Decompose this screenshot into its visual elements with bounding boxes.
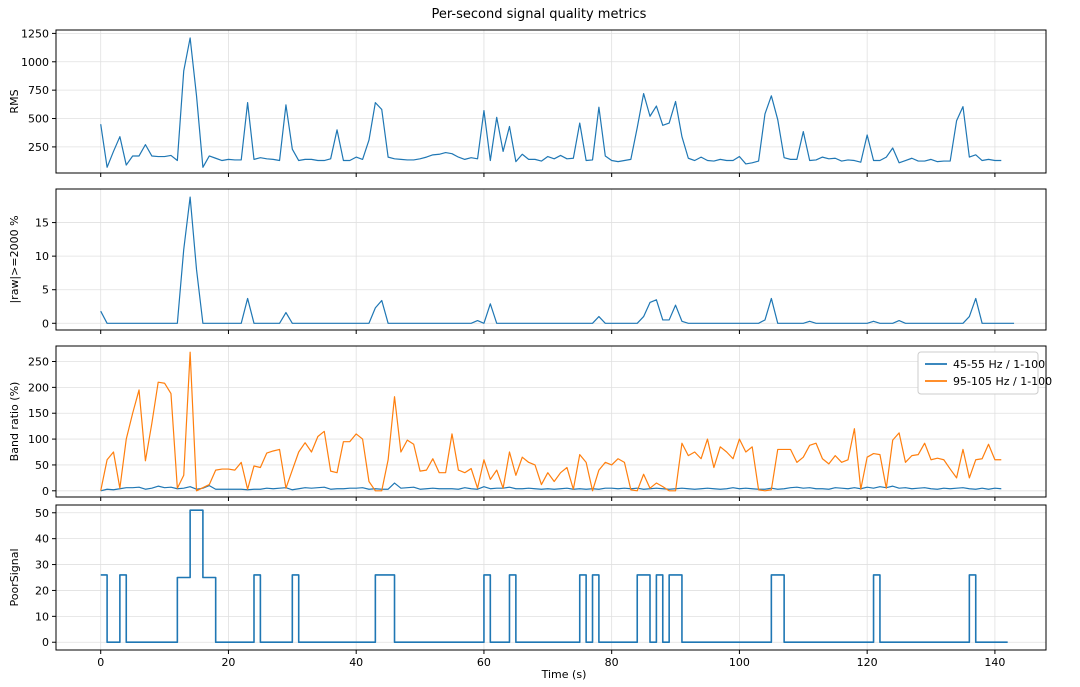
x-tick-label: 140 [984,656,1005,669]
y-tick-label: 30 [35,559,49,572]
panel-band-ratio: 0 50 100 150 200 250 Band ratio (%) 45-55 Hz / … [8,345,1052,501]
y-tick-label: 20 [35,584,49,597]
y-tick-label: 200 [28,381,49,394]
y-tick-label: 5 [42,284,49,297]
x-tick-label: 60 [477,656,491,669]
series-line-band-ratio-0 [100,482,1002,492]
y-tick-label: 250 [28,356,49,369]
y-tick-label: 100 [28,433,49,446]
panel-poor-signal: 0 10 20 30 40 50 0 20 40 60 80 100 120 140 PoorSignal [8,504,1047,669]
y-tick-label: 15 [35,217,49,230]
y-axis-label: |raw|>=2000 % [8,215,21,303]
x-tick-label: 80 [605,656,619,669]
y-tick-label: 250 [28,141,49,154]
series-line-raw-clip-0 [100,196,1015,324]
y-tick-label: 10 [35,610,49,623]
plot-frame [55,345,1047,498]
y-tick-label: 1250 [21,27,49,40]
panel-rms: 250 500 750 1000 1250 RMS [8,27,1047,177]
y-tick-label: 0 [42,485,49,498]
y-tick-label: 150 [28,407,49,420]
y-tick-label: 50 [35,459,49,472]
plot-frame [55,29,1047,174]
y-tick-label: 500 [28,113,49,126]
y-tick-label: 1000 [21,56,49,69]
x-tick-label: 20 [221,656,235,669]
x-tick-label: 120 [857,656,878,669]
y-tick-label: 750 [28,84,49,97]
y-axis-label: Band ratio (%) [8,382,21,462]
x-tick-label: 0 [97,656,104,669]
y-tick-label: 10 [35,250,49,263]
y-tick-label: 40 [35,533,49,546]
y-tick-label: 50 [35,507,49,520]
x-tick-label: 40 [349,656,363,669]
legend-label: 95-105 Hz / 1-100 [953,375,1052,388]
x-tick-label: 100 [729,656,750,669]
series-line-poor-signal-0 [100,509,1008,644]
legend-label: 45-55 Hz / 1-100 [953,358,1045,371]
series-line-band-ratio-1 [100,351,1002,492]
panel-raw-clip: 0 5 10 15 |raw|>=2000 % [8,188,1047,334]
chart-title: Per-second signal quality metrics [432,7,647,22]
plot-frame [55,188,1047,331]
legend: 45-55 Hz / 1-100 95-105 Hz / 1-100 [917,351,1052,395]
y-axis-label: PoorSignal [8,548,21,606]
plot-frame [55,504,1047,651]
y-tick-label: 0 [42,317,49,330]
y-axis-label: RMS [8,89,21,113]
x-axis-label: Time (s) [541,668,587,681]
series-line-rms-0 [100,37,1002,168]
legend-box [917,351,1039,395]
y-tick-label: 0 [42,636,49,649]
